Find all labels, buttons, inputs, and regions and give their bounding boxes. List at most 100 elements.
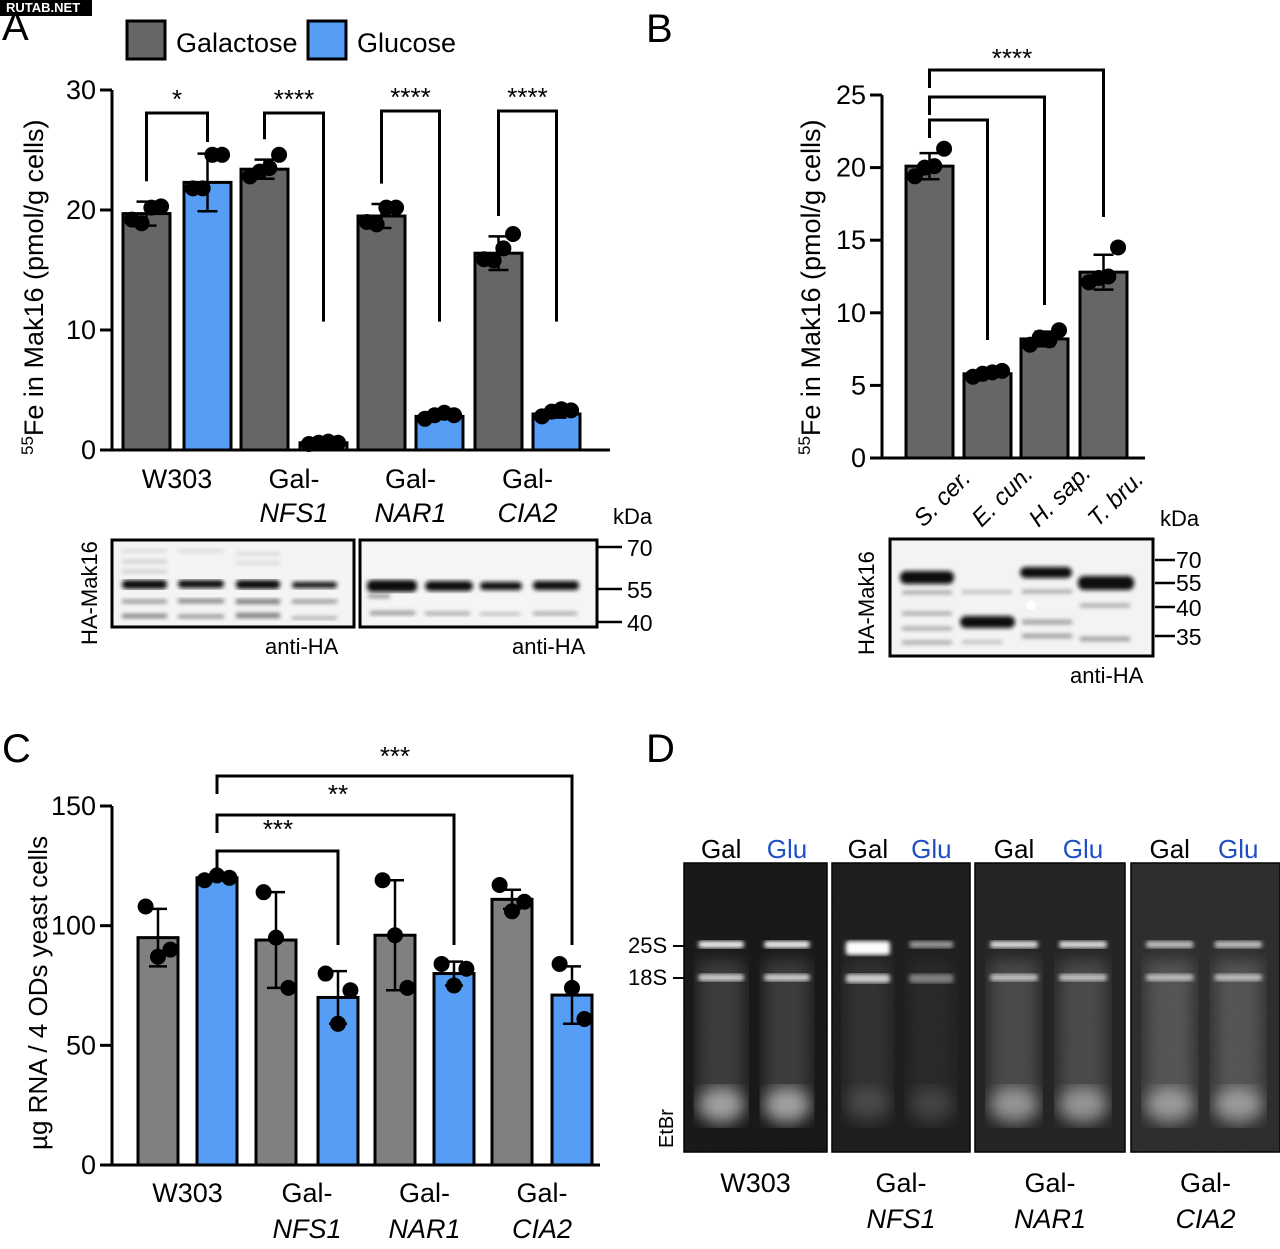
- data-point: [446, 977, 462, 994]
- x-group-label-line1: Gal-: [399, 1178, 450, 1208]
- x-group-label-line1: Gal-: [268, 464, 319, 494]
- significance-label: ***: [380, 741, 410, 771]
- x-group-label-line1: Gal-: [385, 464, 436, 494]
- significance-label: ****: [507, 82, 547, 112]
- gel-lane-label-glu: Glu: [911, 834, 951, 864]
- y-axis-label: µg RNA / 4 ODs yeast cells: [23, 836, 53, 1150]
- data-point: [485, 252, 502, 269]
- x-group-label-line2: NFS1: [272, 1214, 341, 1244]
- data-point: [1100, 268, 1117, 285]
- data-point: [1041, 332, 1058, 349]
- y-tick-label: 100: [51, 911, 96, 941]
- bar-2: [1019, 337, 1070, 460]
- y-tick-label: 50: [66, 1030, 96, 1060]
- blot-a-membrane-left: [110, 538, 356, 629]
- data-point: [261, 160, 278, 176]
- bar-galactose-2: [356, 214, 407, 452]
- data-point: [504, 903, 520, 920]
- x-group-label-line1: W303: [152, 1178, 223, 1208]
- chart-c: 0 50 100 150 µg RNA / 4 ODs yeast cells W303 G…: [23, 741, 600, 1244]
- data-point: [576, 1011, 593, 1028]
- y-tick-label: 10: [836, 298, 866, 328]
- y-tick-label: 5: [851, 370, 866, 400]
- significance-bracket: [380, 109, 441, 322]
- x-group-label-line1: Gal-: [516, 1178, 567, 1208]
- gel-panel-1: [831, 862, 971, 1153]
- data-point: [994, 362, 1011, 379]
- x-category-label: E. cun.: [967, 460, 1039, 532]
- data-point: [330, 434, 347, 451]
- gel-lane-label-gal: Gal: [994, 834, 1034, 864]
- gel-noise: [832, 863, 970, 1152]
- chart-b: 0 5 10 15 20 25 55Fe in Mak16 (pmol/g cells) S.…: [795, 43, 1149, 532]
- legend-label-glucose: Glucose: [357, 28, 456, 58]
- data-point: [330, 1015, 346, 1032]
- data-point: [137, 898, 154, 915]
- blot-a-markers: 70 55 40: [598, 535, 653, 636]
- x-group-label-line1: Gal-: [281, 1178, 332, 1208]
- western-blot-a: HA-Mak16: [77, 504, 653, 659]
- data-point: [1051, 322, 1068, 339]
- significance-label: *: [172, 84, 182, 114]
- data-point: [221, 869, 238, 886]
- data-point: [153, 198, 170, 215]
- y-axis-label-sup: 55: [795, 436, 814, 455]
- data-point: [505, 226, 522, 242]
- data-point: [387, 927, 403, 944]
- data-point: [162, 941, 179, 958]
- gel-group-label-line1: W303: [720, 1168, 791, 1198]
- data-point: [268, 929, 284, 946]
- data-point: [214, 146, 231, 163]
- y-tick-label: 0: [851, 443, 866, 473]
- significance-bracket: [928, 68, 1105, 217]
- data-point: [317, 965, 334, 982]
- blot-b-antibody: anti-HA: [1070, 663, 1144, 688]
- significance-label: ****: [390, 82, 430, 112]
- gel-lane-label-gal: Gal: [701, 834, 741, 864]
- gel-group-label-line1: Gal-: [1180, 1168, 1231, 1198]
- blot-b-marker-70: 70: [1176, 547, 1202, 573]
- gel-group-label-line2: NAR1: [1014, 1204, 1086, 1234]
- y-axis-label-text: Fe in Mak16 (pmol/g cells): [796, 119, 826, 436]
- y-axis-label: 55Fe in Mak16 (pmol/g cells): [795, 119, 826, 455]
- gel-noise: [684, 863, 827, 1152]
- bar-galactose-0: [136, 936, 180, 1167]
- bar-galactose-0: [121, 212, 172, 452]
- legend: Galactose Glucose: [125, 19, 456, 61]
- significance-bracket: [215, 774, 574, 945]
- panel-letter-b: B: [646, 7, 673, 51]
- y-tick-label: 150: [51, 791, 96, 821]
- data-point: [194, 180, 211, 197]
- bar-glucose-0: [195, 876, 239, 1167]
- data-point: [446, 407, 463, 424]
- blot-a-antibody-left: anti-HA: [265, 634, 339, 659]
- significance-label: **: [328, 779, 348, 809]
- gel-group-label-line1: Gal-: [1024, 1168, 1075, 1198]
- bar-galactose-1: [239, 167, 290, 452]
- gel-noise: [975, 863, 1125, 1152]
- y-tick-label: 25: [836, 80, 866, 110]
- data-point: [926, 158, 943, 175]
- x-category-label: H. sap.: [1024, 459, 1097, 532]
- x-category-label: S. cer.: [909, 465, 977, 533]
- gel-panel-3: [1130, 862, 1280, 1153]
- significance-bracket: [215, 849, 340, 945]
- blot-b-marker-40: 40: [1176, 595, 1202, 621]
- gel-lane-label-glu: Glu: [1218, 834, 1258, 864]
- bar-galactose-3: [473, 251, 524, 452]
- gel-band-label-25s: 25S: [628, 933, 667, 958]
- blot-a-antibody-right: anti-HA: [512, 634, 586, 659]
- y-axis-label-sup: 55: [18, 436, 37, 455]
- data-point: [491, 876, 508, 893]
- gel-panel-2: [974, 862, 1126, 1153]
- chart-a: 0 10 20 30 55Fe in Mak16 (pmol/g cells) W303 G…: [18, 75, 610, 528]
- data-point: [433, 955, 450, 972]
- data-point: [133, 215, 150, 232]
- gel-lane-label-gal: Gal: [848, 834, 888, 864]
- significance-label: ***: [263, 814, 293, 844]
- data-point: [551, 955, 568, 972]
- blot-b-kda-label: kDa: [1160, 506, 1200, 531]
- bar-1: [962, 372, 1013, 460]
- bar-glucose-1: [316, 995, 360, 1167]
- data-point: [374, 872, 391, 889]
